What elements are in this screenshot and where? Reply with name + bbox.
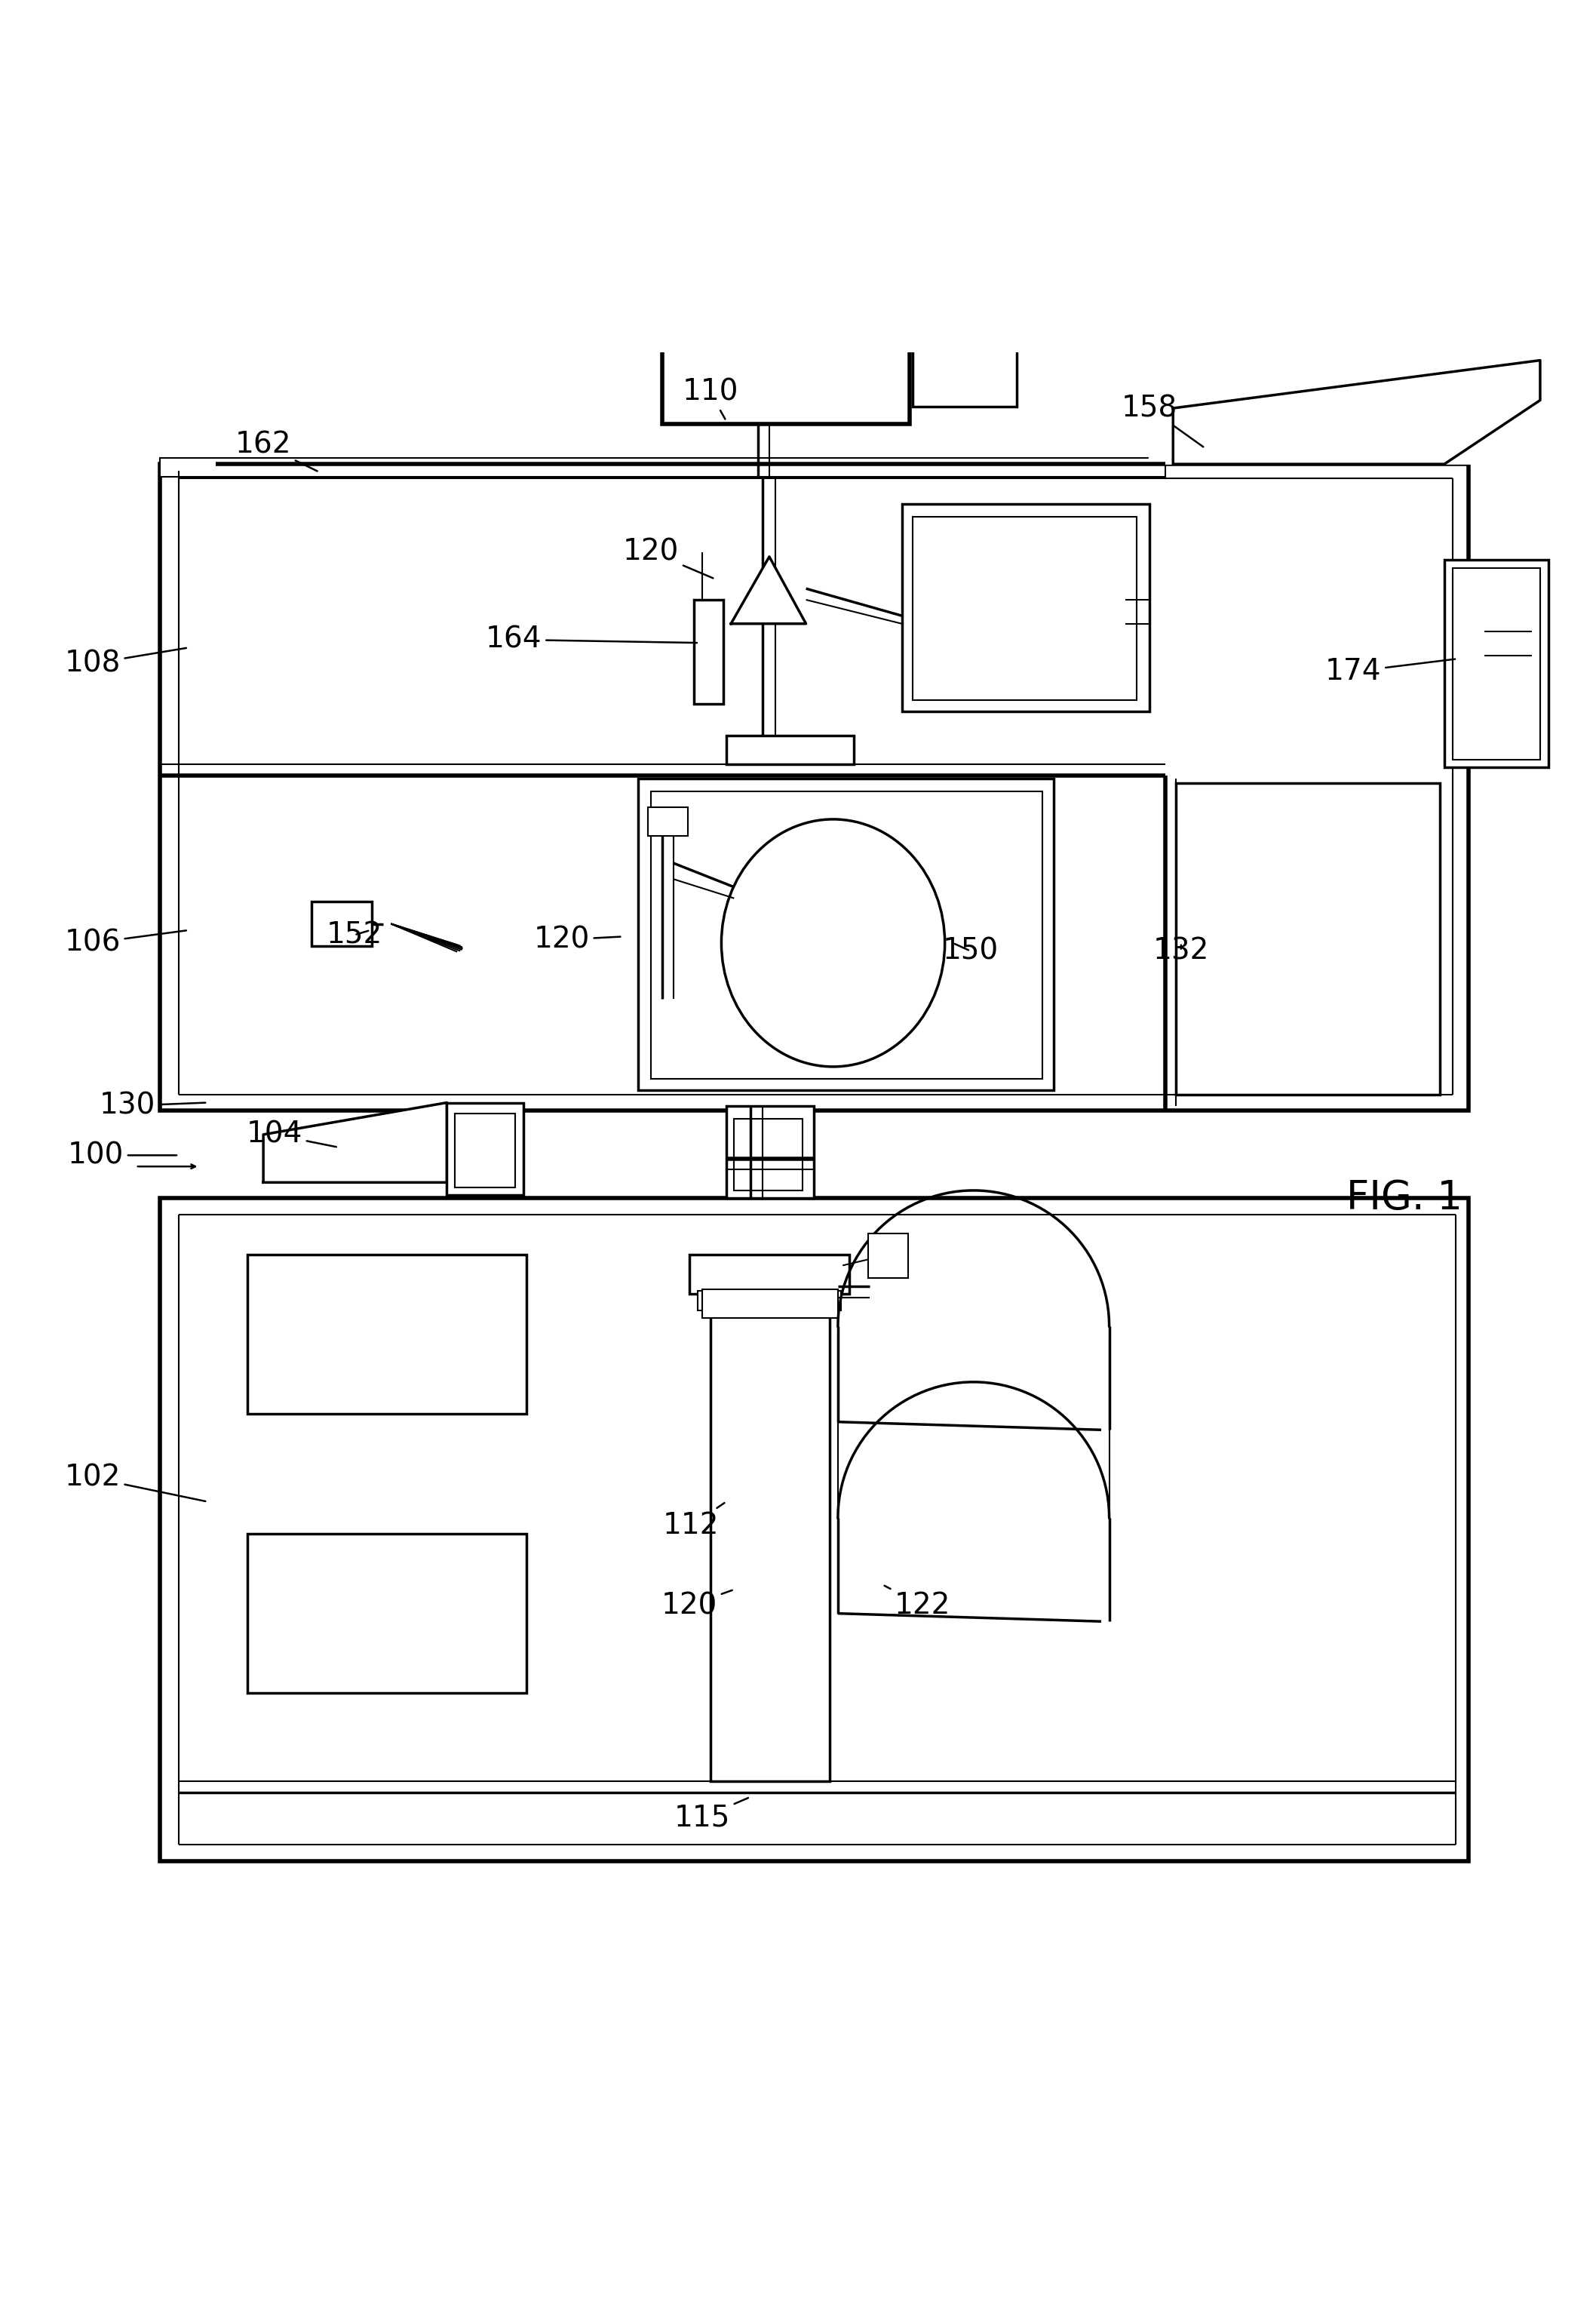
Text: 162: 162 (235, 430, 318, 472)
Bar (247, 1535, 527, 1694)
Text: 120: 120 (622, 538, 713, 578)
Text: 152: 152 (326, 920, 383, 950)
Text: 108: 108 (64, 649, 187, 679)
Bar (734, 1118, 803, 1190)
Bar (726, 1107, 814, 1199)
Bar (651, 792, 1042, 1079)
Text: 115: 115 (674, 1797, 749, 1832)
Bar (1452, 568, 1540, 759)
Ellipse shape (721, 819, 945, 1068)
Text: FIG. 1: FIG. 1 (1347, 1178, 1462, 1217)
Text: 102: 102 (64, 1463, 206, 1500)
Bar (697, 1291, 841, 1309)
Text: 164: 164 (485, 626, 697, 653)
Bar (710, 1270, 830, 1781)
Bar (726, 736, 854, 764)
Text: 106: 106 (64, 930, 187, 957)
Bar (702, 1289, 838, 1318)
Text: 122: 122 (884, 1585, 951, 1620)
Text: 174: 174 (1325, 658, 1456, 686)
Text: 130: 130 (99, 1091, 206, 1121)
Bar (662, 281, 910, 423)
Text: 120: 120 (661, 1590, 733, 1620)
Bar (648, 808, 688, 835)
Text: 112: 112 (662, 1503, 725, 1539)
Bar (455, 1114, 516, 1187)
Bar (247, 1254, 527, 1413)
Text: 110: 110 (681, 377, 739, 419)
Bar (160, 465, 1468, 1111)
Bar (638, 778, 1053, 1091)
Text: 104: 104 (246, 1121, 337, 1148)
Text: 100: 100 (67, 1141, 177, 1169)
Bar (160, 1199, 1468, 1862)
Bar (868, 1233, 908, 1279)
Bar (447, 1102, 523, 1194)
Polygon shape (1149, 400, 1540, 465)
Bar (689, 1254, 849, 1293)
Bar (1444, 559, 1548, 766)
Text: 120: 120 (533, 925, 621, 955)
Bar (160, 458, 1165, 476)
Text: 150: 150 (942, 937, 999, 966)
Polygon shape (731, 557, 806, 624)
Text: 132: 132 (1152, 937, 1210, 966)
Bar (913, 299, 1017, 407)
Bar (902, 504, 1149, 711)
Bar (694, 601, 723, 704)
Text: 158: 158 (1120, 393, 1203, 446)
Polygon shape (1173, 361, 1540, 465)
Bar (311, 902, 372, 946)
Bar (1176, 782, 1440, 1095)
Polygon shape (263, 1102, 447, 1183)
Bar (913, 518, 1136, 700)
